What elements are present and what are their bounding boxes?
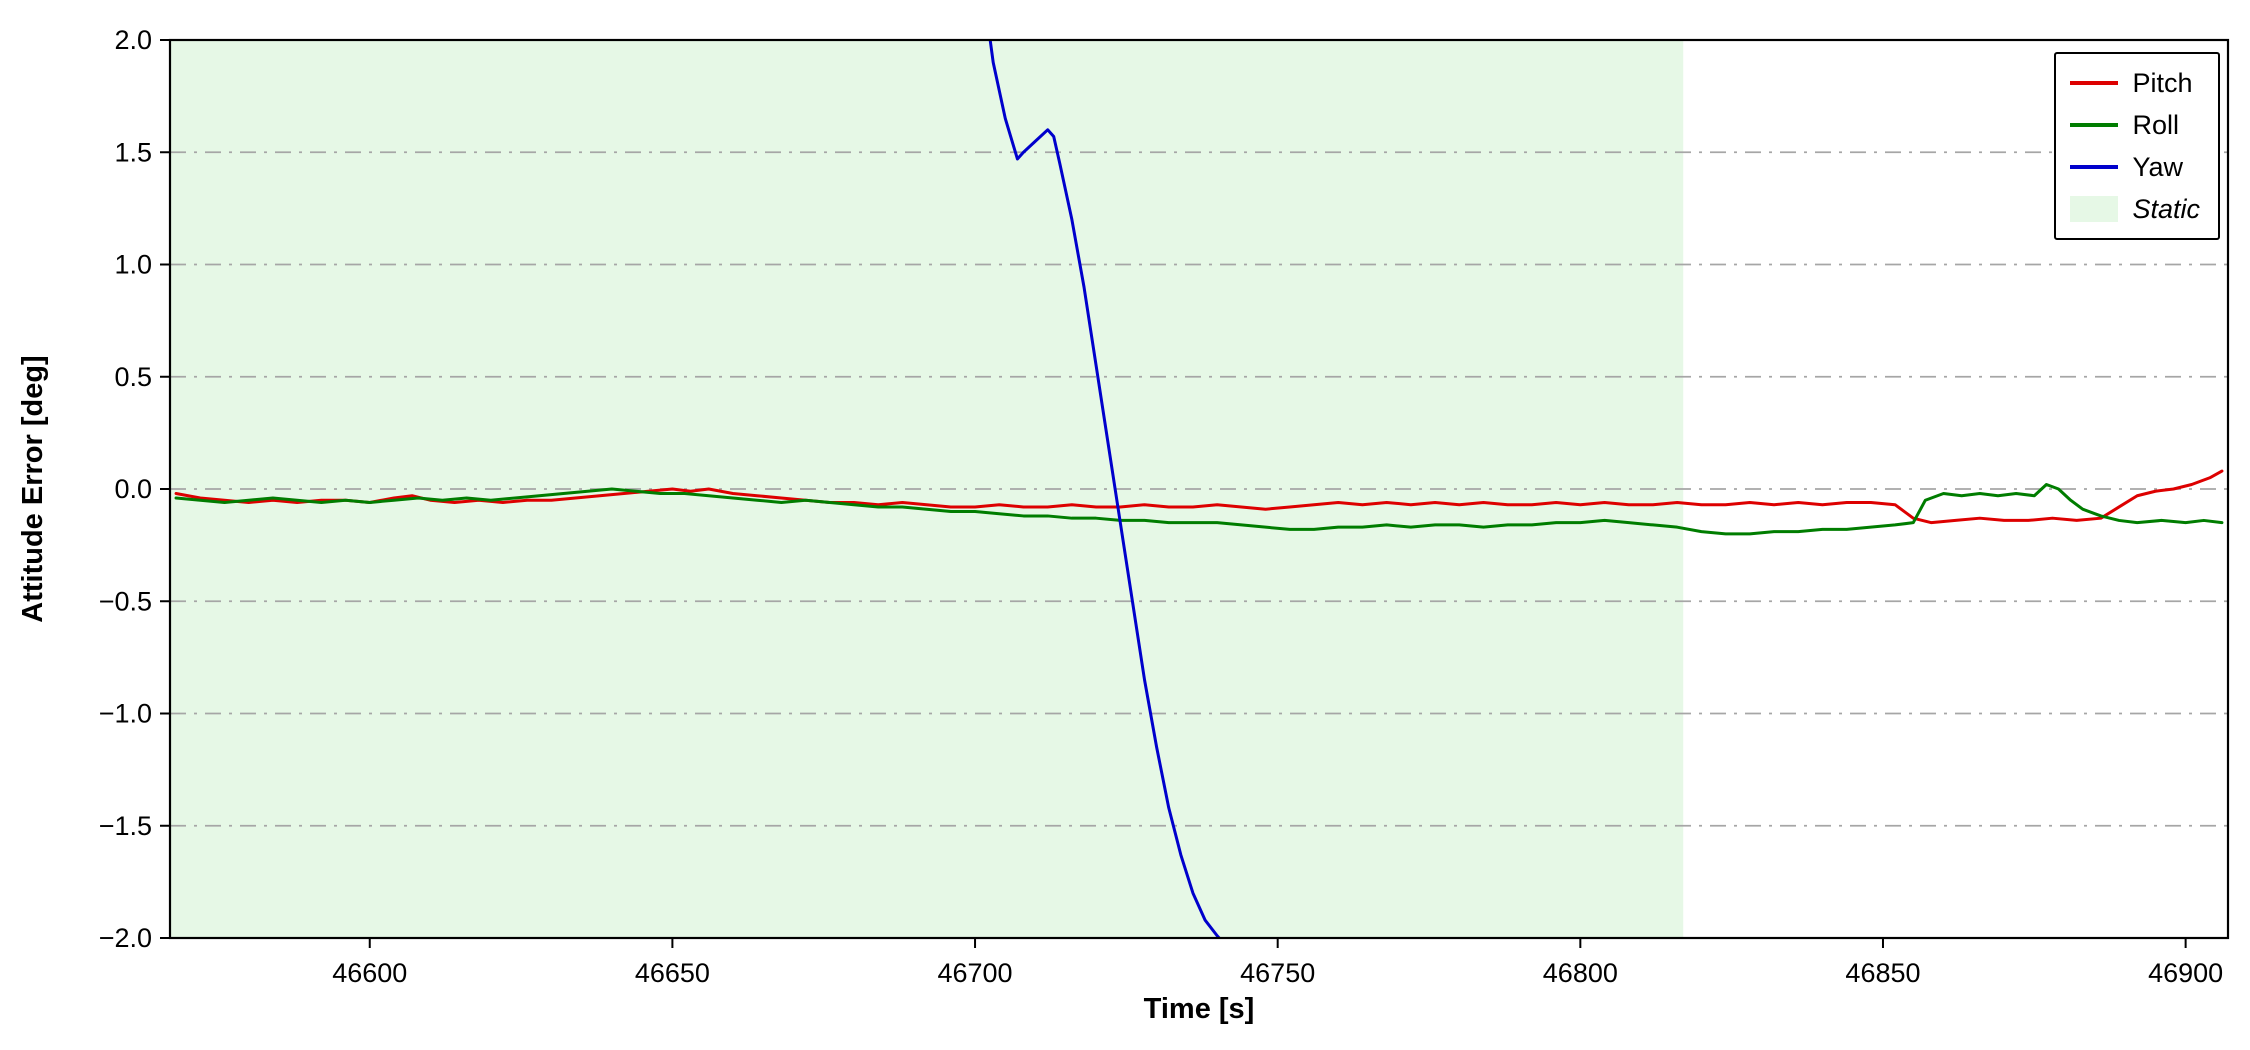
x-tick-label: 46850 <box>1845 958 1920 988</box>
x-tick-label: 46700 <box>937 958 1012 988</box>
legend-label-static: Static <box>2132 193 2200 224</box>
y-tick-label: −1.0 <box>99 699 152 729</box>
legend-swatch-yaw-line <box>2070 165 2119 169</box>
chart-grid-layer <box>170 151 2228 827</box>
x-tick-label: 46750 <box>1240 958 1315 988</box>
chart-series-layer <box>174 40 2224 938</box>
series-line-pitch <box>174 469 2224 525</box>
y-tick-label: −2.0 <box>99 923 152 953</box>
y-tick-label: 2.0 <box>114 25 152 55</box>
x-tick-label: 46900 <box>2148 958 2223 988</box>
y-tick-label: −1.5 <box>99 811 152 841</box>
legend: Pitch Roll Yaw Static <box>2054 52 2220 240</box>
y-axis-label: Attitude Error [deg] <box>17 355 49 622</box>
legend-item-yaw: Yaw <box>2070 148 2200 186</box>
legend-swatch-static-patch <box>2070 196 2119 222</box>
x-tick-label: 46600 <box>332 958 407 988</box>
legend-label-yaw: Yaw <box>2132 151 2183 182</box>
legend-item-static: Static <box>2070 190 2200 228</box>
series-line-roll <box>174 483 2224 536</box>
x-axis-label: Time [s] <box>1144 993 1255 1025</box>
legend-swatch-pitch-line <box>2070 81 2119 85</box>
x-tick-label: 46650 <box>635 958 710 988</box>
legend-item-roll: Roll <box>2070 106 2200 144</box>
legend-swatch-roll-line <box>2070 123 2119 127</box>
legend-label-roll: Roll <box>2132 109 2179 140</box>
legend-label-pitch: Pitch <box>2132 67 2193 98</box>
y-tick-label: 1.5 <box>114 137 152 167</box>
series-line-yaw <box>988 40 1222 938</box>
y-tick-label: 0.0 <box>114 474 152 504</box>
chart-axes-layer: 46600 46650 46700 46750 46800 46850 46900 −2.0 −… <box>99 25 2230 988</box>
y-tick-label: 0.5 <box>114 362 152 392</box>
y-tick-label: 1.0 <box>114 250 152 280</box>
y-tick-label: −0.5 <box>99 586 152 616</box>
legend-item-pitch: Pitch <box>2070 64 2200 102</box>
x-tick-label: 46800 <box>1543 958 1618 988</box>
